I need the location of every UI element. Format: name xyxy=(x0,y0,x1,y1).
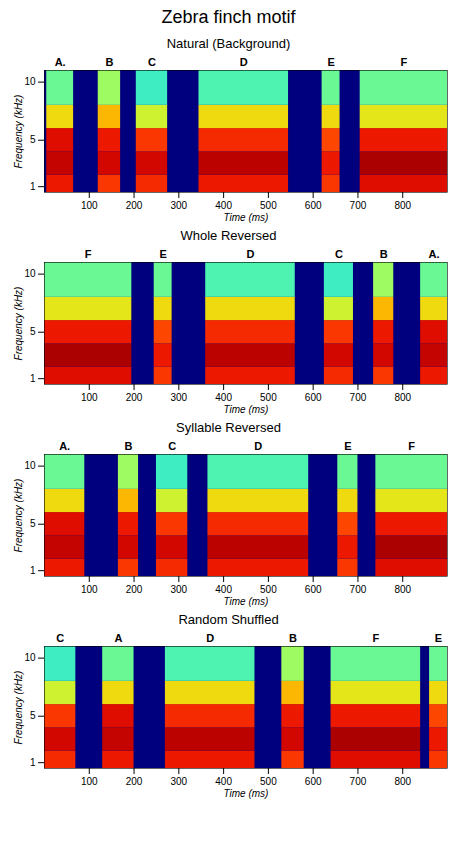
svg-text:500: 500 xyxy=(260,200,277,211)
svg-text:C: C xyxy=(168,440,176,452)
svg-text:300: 300 xyxy=(170,200,187,211)
svg-text:500: 500 xyxy=(260,776,277,787)
html-text:Whole Reversed: Whole Reversed xyxy=(180,228,277,243)
svg-text:Frequency (kHz): Frequency (kHz) xyxy=(13,95,24,169)
svg-text:E: E xyxy=(435,632,442,644)
svg-text:Time (ms): Time (ms) xyxy=(224,404,269,415)
html-text:Syllable Reversed: Syllable Reversed xyxy=(176,420,281,435)
svg-text:600: 600 xyxy=(305,392,322,403)
svg-text:Time (ms): Time (ms) xyxy=(224,596,269,607)
html-text:Natural (Background): Natural (Background) xyxy=(166,36,291,51)
svg-text:800: 800 xyxy=(394,200,411,211)
svg-text:D: D xyxy=(206,632,214,644)
svg-text:1: 1 xyxy=(30,757,36,768)
svg-text:800: 800 xyxy=(394,776,411,787)
svg-text:C: C xyxy=(56,632,64,644)
svg-text:10: 10 xyxy=(24,76,36,87)
svg-text:1: 1 xyxy=(30,181,36,192)
svg-text:5: 5 xyxy=(30,326,36,337)
svg-text:10: 10 xyxy=(24,268,36,279)
svg-text:C: C xyxy=(335,248,343,260)
svg-text:800: 800 xyxy=(394,392,411,403)
svg-text:400: 400 xyxy=(215,776,232,787)
svg-text:700: 700 xyxy=(350,776,367,787)
svg-text:800: 800 xyxy=(394,584,411,595)
svg-text:Time (ms): Time (ms) xyxy=(224,788,269,799)
svg-text:400: 400 xyxy=(215,584,232,595)
svg-text:B: B xyxy=(289,632,297,644)
svg-text:700: 700 xyxy=(350,200,367,211)
svg-text:A.: A. xyxy=(55,56,66,68)
svg-text:400: 400 xyxy=(215,200,232,211)
svg-text:Frequency (kHz): Frequency (kHz) xyxy=(13,287,24,361)
svg-text:A.: A. xyxy=(429,248,440,260)
svg-text:F: F xyxy=(85,248,92,260)
svg-text:E: E xyxy=(327,56,334,68)
svg-text:10: 10 xyxy=(24,460,36,471)
svg-text:F: F xyxy=(408,440,415,452)
html-text:Zebra finch motif: Zebra finch motif xyxy=(161,7,296,27)
svg-text:700: 700 xyxy=(350,392,367,403)
svg-text:1: 1 xyxy=(30,565,36,576)
svg-text:1: 1 xyxy=(30,373,36,384)
svg-text:700: 700 xyxy=(350,584,367,595)
svg-text:5: 5 xyxy=(30,710,36,721)
html-text:Random Shuffled: Random Shuffled xyxy=(178,612,279,627)
svg-text:100: 100 xyxy=(81,200,98,211)
svg-text:D: D xyxy=(240,56,248,68)
svg-text:300: 300 xyxy=(170,584,187,595)
svg-text:600: 600 xyxy=(305,776,322,787)
svg-text:100: 100 xyxy=(81,584,98,595)
svg-text:500: 500 xyxy=(260,392,277,403)
svg-text:E: E xyxy=(344,440,351,452)
svg-text:200: 200 xyxy=(126,584,143,595)
svg-text:300: 300 xyxy=(170,392,187,403)
svg-text:10: 10 xyxy=(24,652,36,663)
svg-text:100: 100 xyxy=(81,776,98,787)
svg-text:B: B xyxy=(380,248,388,260)
svg-text:5: 5 xyxy=(30,134,36,145)
svg-text:E: E xyxy=(159,248,166,260)
svg-text:D: D xyxy=(254,440,262,452)
svg-text:500: 500 xyxy=(260,584,277,595)
svg-text:C: C xyxy=(148,56,156,68)
svg-text:Frequency (kHz): Frequency (kHz) xyxy=(13,479,24,553)
svg-text:F: F xyxy=(372,632,379,644)
svg-text:600: 600 xyxy=(305,584,322,595)
svg-text:A.: A. xyxy=(59,440,70,452)
svg-text:D: D xyxy=(247,248,255,260)
svg-text:600: 600 xyxy=(305,200,322,211)
svg-text:Time (ms): Time (ms) xyxy=(224,212,269,223)
svg-text:A: A xyxy=(114,632,122,644)
svg-text:Frequency (kHz): Frequency (kHz) xyxy=(13,671,24,745)
svg-text:200: 200 xyxy=(126,392,143,403)
svg-text:5: 5 xyxy=(30,518,36,529)
svg-text:400: 400 xyxy=(215,392,232,403)
svg-text:B: B xyxy=(105,56,113,68)
svg-text:100: 100 xyxy=(81,392,98,403)
svg-text:B: B xyxy=(124,440,132,452)
svg-text:300: 300 xyxy=(170,776,187,787)
svg-text:F: F xyxy=(400,56,407,68)
svg-text:200: 200 xyxy=(126,200,143,211)
svg-text:200: 200 xyxy=(126,776,143,787)
